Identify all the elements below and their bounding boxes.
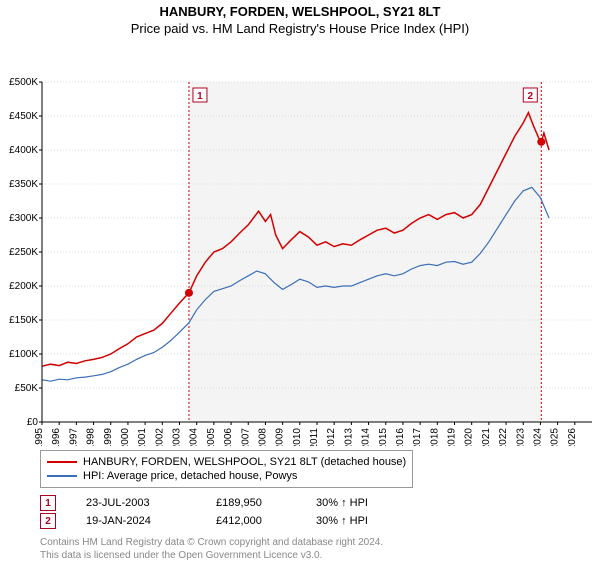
legend-swatch: [47, 475, 77, 477]
marker-number: 1: [40, 495, 56, 511]
svg-text:2008: 2008: [257, 428, 268, 446]
svg-text:2012: 2012: [326, 428, 337, 446]
svg-text:1996: 1996: [51, 428, 62, 446]
svg-text:£0: £0: [27, 417, 39, 428]
marker-date: 23-JUL-2003: [86, 497, 186, 509]
svg-text:2004: 2004: [189, 428, 200, 446]
marker-row: 2 19-JAN-2024 £412,000 30% ↑ HPI: [40, 512, 600, 530]
svg-text:2023: 2023: [515, 428, 526, 446]
svg-text:2020: 2020: [464, 428, 475, 446]
svg-text:£400K: £400K: [9, 145, 38, 156]
legend-label: HPI: Average price, detached house, Powy…: [83, 470, 297, 482]
price-chart: £0 £50K £100K £150K £200K £250K £300K £350K £400…: [0, 36, 600, 446]
page-title: HANBURY, FORDEN, WELSHPOOL, SY21 8LT: [0, 4, 600, 19]
svg-text:2003: 2003: [172, 428, 183, 446]
marker-row: 1 23-JUL-2003 £189,950 30% ↑ HPI: [40, 494, 600, 512]
svg-text:2022: 2022: [498, 428, 509, 446]
svg-text:2007: 2007: [240, 428, 251, 446]
footer: Contains HM Land Registry data © Crown c…: [40, 536, 600, 562]
svg-text:£350K: £350K: [9, 179, 38, 190]
svg-text:2017: 2017: [412, 428, 423, 446]
svg-text:2006: 2006: [223, 428, 234, 446]
svg-text:2026: 2026: [567, 428, 578, 446]
legend-swatch: [47, 461, 77, 463]
svg-text:2000: 2000: [120, 428, 131, 446]
marker-pct: 30% ↑ HPI: [316, 515, 396, 527]
marker-price: £189,950: [216, 497, 286, 509]
legend-item: HPI: Average price, detached house, Powy…: [47, 469, 406, 483]
svg-text:2010: 2010: [292, 428, 303, 446]
legend-item: HANBURY, FORDEN, WELSHPOOL, SY21 8LT (de…: [47, 455, 406, 469]
marker-number: 2: [40, 513, 56, 529]
svg-text:2011: 2011: [309, 428, 320, 446]
svg-text:2001: 2001: [137, 428, 148, 446]
svg-text:2: 2: [528, 91, 534, 102]
marker-pct: 30% ↑ HPI: [316, 497, 396, 509]
svg-text:2024: 2024: [532, 428, 543, 446]
svg-text:1: 1: [197, 91, 203, 102]
svg-text:£150K: £150K: [9, 315, 38, 326]
page-subtitle: Price paid vs. HM Land Registry's House …: [0, 21, 600, 36]
marker-price: £412,000: [216, 515, 286, 527]
svg-text:2015: 2015: [378, 428, 389, 446]
svg-text:£100K: £100K: [9, 349, 38, 360]
footer-line2: This data is licensed under the Open Gov…: [40, 549, 600, 562]
svg-text:£450K: £450K: [9, 111, 38, 122]
svg-text:2005: 2005: [206, 428, 217, 446]
svg-text:2025: 2025: [550, 428, 561, 446]
svg-text:£250K: £250K: [9, 247, 38, 258]
svg-text:1997: 1997: [68, 428, 79, 446]
svg-text:£300K: £300K: [9, 213, 38, 224]
legend: HANBURY, FORDEN, WELSHPOOL, SY21 8LT (de…: [40, 450, 413, 488]
svg-text:£200K: £200K: [9, 281, 38, 292]
svg-text:2002: 2002: [154, 428, 165, 446]
svg-text:2021: 2021: [481, 428, 492, 446]
svg-text:1999: 1999: [103, 428, 114, 446]
marker-table: 1 23-JUL-2003 £189,950 30% ↑ HPI 2 19-JAN-202…: [40, 494, 600, 530]
svg-text:2014: 2014: [361, 428, 372, 446]
svg-text:£500K: £500K: [9, 77, 38, 88]
svg-text:2013: 2013: [343, 428, 354, 446]
footer-line1: Contains HM Land Registry data © Crown c…: [40, 536, 600, 549]
svg-text:1995: 1995: [34, 428, 45, 446]
marker-date: 19-JAN-2024: [86, 515, 186, 527]
svg-text:2019: 2019: [447, 428, 458, 446]
svg-text:2018: 2018: [429, 428, 440, 446]
svg-text:£50K: £50K: [15, 383, 39, 394]
legend-label: HANBURY, FORDEN, WELSHPOOL, SY21 8LT (de…: [83, 456, 406, 468]
svg-text:1998: 1998: [86, 428, 97, 446]
svg-text:2009: 2009: [275, 428, 286, 446]
svg-text:2016: 2016: [395, 428, 406, 446]
